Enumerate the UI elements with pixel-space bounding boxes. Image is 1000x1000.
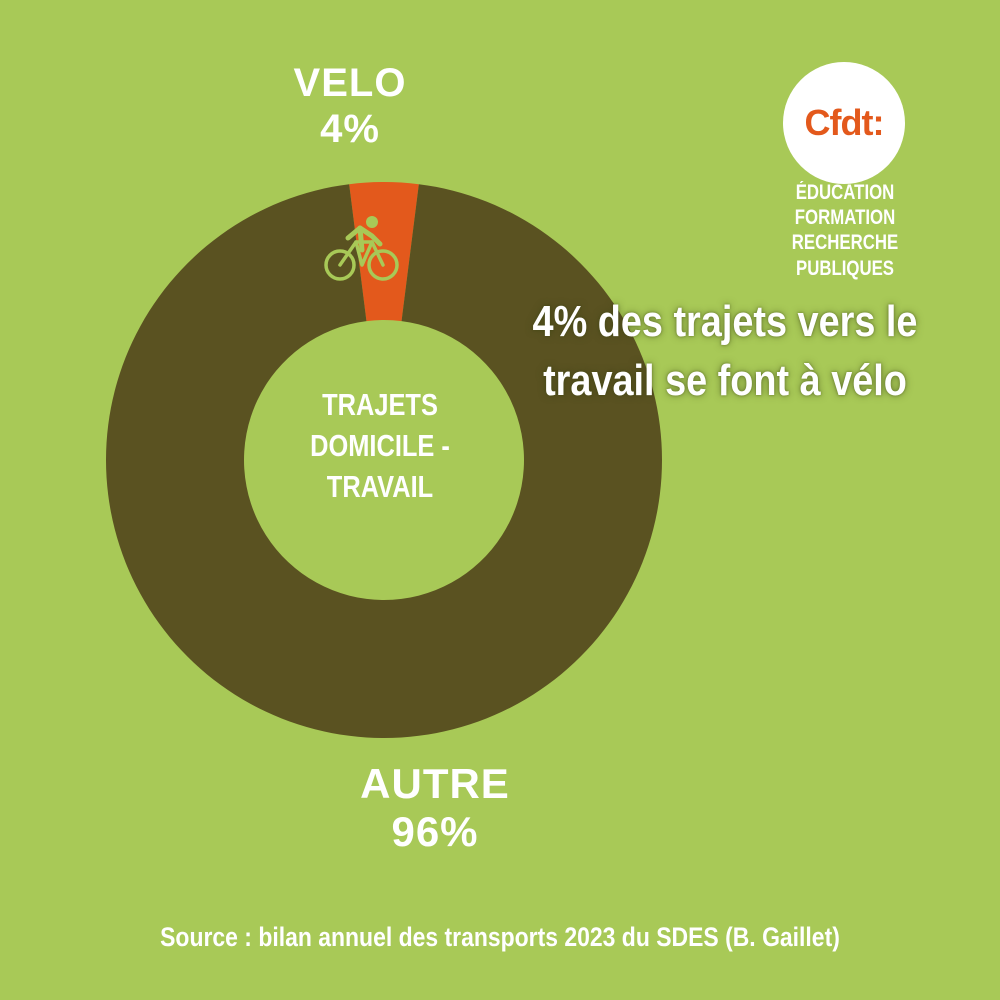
autre-name: AUTRE [360, 760, 510, 807]
center-line-2: DOMICILE - [310, 427, 450, 463]
logo-subtitle: ÉDUCATION FORMATION RECHERCHE PUBLIQUES [749, 180, 941, 281]
velo-label: VELO 4% [255, 60, 445, 152]
velo-value: 4% [320, 107, 380, 151]
autre-label: AUTRE 96% [330, 760, 540, 857]
logo-subtitle-line-2: RECHERCHE PUBLIQUES [791, 231, 899, 280]
cfdt-logo: Cfdt: [783, 62, 905, 184]
center-line-3: TRAVAIL [326, 468, 434, 504]
source-note: Source : bilan annuel des transports 202… [160, 922, 840, 952]
headline-line-1: 4% des trajets vers le [532, 297, 918, 346]
logo-text: Cfdt: [804, 102, 885, 143]
logo-subtitle-line-1: ÉDUCATION FORMATION [794, 181, 896, 230]
headline: 4% des trajets vers le travail se font à… [514, 292, 935, 411]
donut-center-label: TRAJETS DOMICILE - TRAVAIL [298, 385, 462, 508]
autre-value: 96% [391, 808, 479, 856]
bicycle-icon [324, 216, 399, 281]
headline-line-2: travail se font à vélo [543, 356, 907, 406]
center-line-1: TRAJETS [322, 387, 438, 422]
slice-autre [105, 184, 662, 738]
velo-name: VELO [293, 61, 407, 105]
